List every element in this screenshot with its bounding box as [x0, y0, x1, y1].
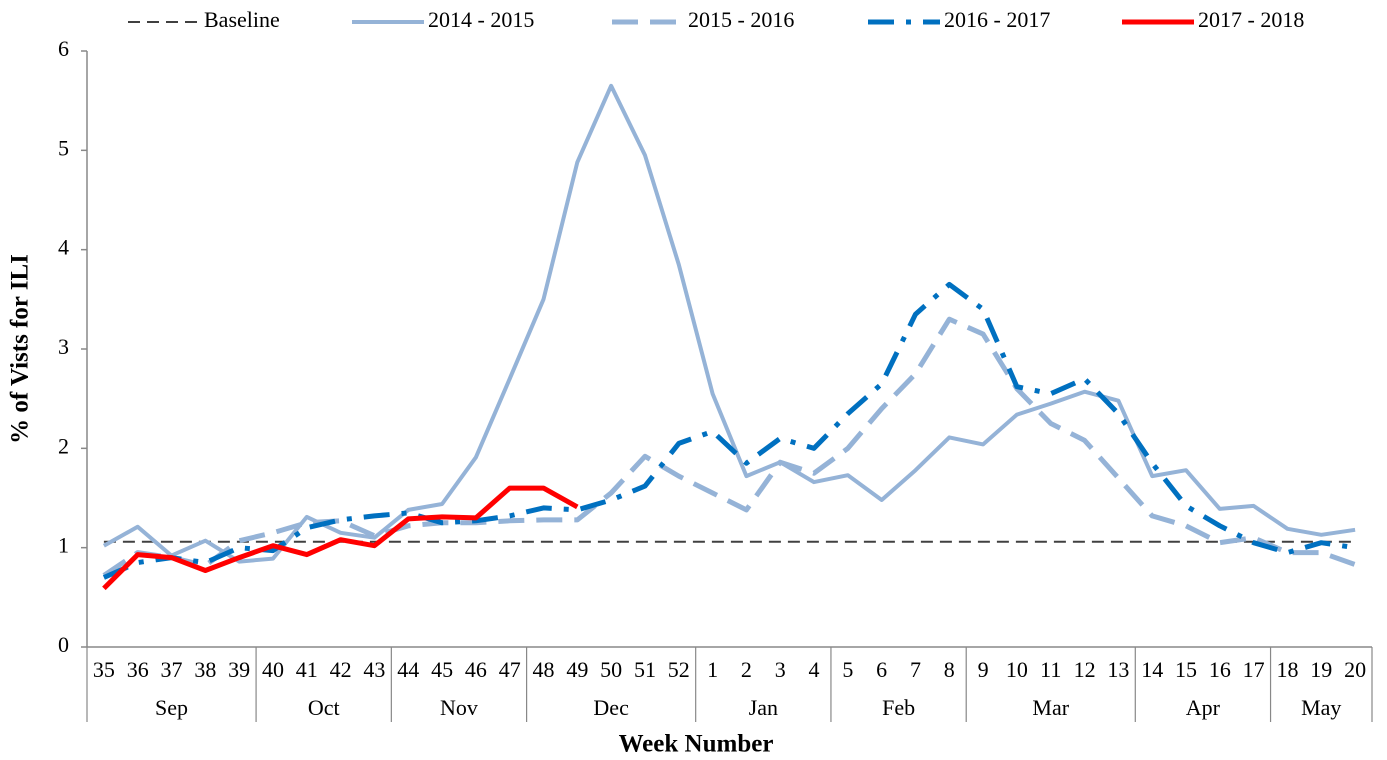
y-axis-title: % of Vists for ILI [7, 254, 34, 444]
x-tick-label: 44 [397, 657, 419, 682]
x-tick-label: 47 [499, 657, 521, 682]
x-tick-label: 17 [1243, 657, 1265, 682]
month-label: Mar [1032, 695, 1069, 720]
x-tick-label: 37 [161, 657, 183, 682]
x-tick-label: 1 [707, 657, 718, 682]
x-tick-label: 46 [465, 657, 487, 682]
x-tick-label: 20 [1344, 657, 1366, 682]
month-label: Sep [155, 695, 188, 720]
x-tick-label: 51 [634, 657, 656, 682]
legend-label: Baseline [204, 7, 280, 32]
month-label: Jan [749, 695, 778, 720]
x-tick-label: 5 [842, 657, 853, 682]
x-tick-label: 39 [228, 657, 250, 682]
x-tick-label: 52 [668, 657, 690, 682]
y-tick-label: 0 [58, 632, 69, 657]
x-tick-label: 41 [296, 657, 318, 682]
legend-label: 2015 - 2016 [688, 7, 794, 32]
y-tick-label: 5 [58, 135, 69, 160]
series-line [102, 485, 579, 591]
x-tick-label: 12 [1074, 657, 1096, 682]
x-tick-label: 8 [944, 657, 955, 682]
x-tick-label: 43 [363, 657, 385, 682]
series-line [102, 316, 1356, 578]
month-label: Nov [440, 695, 478, 720]
legend-label: 2014 - 2015 [428, 7, 534, 32]
y-tick-label: 2 [58, 433, 69, 458]
month-label: Apr [1186, 695, 1221, 720]
legend-label: 2017 - 2018 [1198, 7, 1304, 32]
x-tick-label: 9 [978, 657, 989, 682]
legend-label: 2016 - 2017 [944, 7, 1050, 32]
x-tick-label: 50 [600, 657, 622, 682]
y-tick-label: 4 [58, 235, 69, 260]
x-axis-title: Week Number [619, 731, 774, 758]
x-tick-label: 13 [1107, 657, 1129, 682]
x-tick-label: 35 [93, 657, 115, 682]
y-tick-label: 3 [58, 334, 69, 359]
x-tick-label: 48 [533, 657, 555, 682]
x-tick-label: 40 [262, 657, 284, 682]
month-label: Feb [882, 695, 915, 720]
x-tick-label: 49 [566, 657, 588, 682]
x-tick-label: 10 [1006, 657, 1028, 682]
x-tick-label: 42 [330, 657, 352, 682]
y-tick-label: 1 [58, 533, 69, 558]
x-tick-label: 19 [1310, 657, 1332, 682]
x-tick-label: 6 [876, 657, 887, 682]
x-tick-label: 14 [1141, 657, 1163, 682]
x-tick-label: 15 [1175, 657, 1197, 682]
x-tick-label: 36 [127, 657, 149, 682]
month-label: Dec [593, 695, 629, 720]
month-label: Oct [308, 695, 340, 720]
x-tick-label: 45 [431, 657, 453, 682]
y-tick-label: 6 [58, 36, 69, 61]
x-tick-label: 2 [741, 657, 752, 682]
series-line [102, 281, 1356, 580]
x-tick-label: 18 [1276, 657, 1298, 682]
x-tick-label: 38 [194, 657, 216, 682]
series-line [102, 83, 1356, 564]
x-tick-label: 4 [809, 657, 820, 682]
x-tick-label: 16 [1209, 657, 1231, 682]
x-tick-label: 7 [910, 657, 921, 682]
x-tick-label: 11 [1040, 657, 1061, 682]
x-tick-label: 3 [775, 657, 786, 682]
month-label: May [1301, 695, 1341, 720]
